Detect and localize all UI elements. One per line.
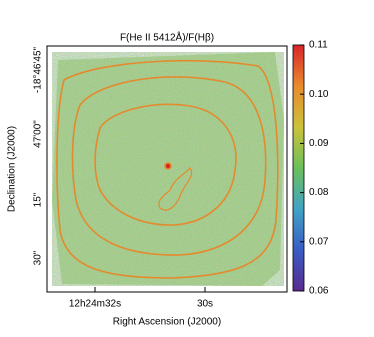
y-tick-label: -18°46'45" xyxy=(33,46,44,93)
colorbar-tick-label: 0.06 xyxy=(309,286,329,297)
colorbar-ramp xyxy=(292,44,305,292)
y-ticks: -18°46'45" 47'00" 15" 30" xyxy=(33,46,44,265)
colorbar-tick-label: 0.11 xyxy=(309,40,328,51)
x-ticks: 12h24m32s 30s xyxy=(69,287,213,310)
x-axis-label: Right Ascension (J2000) xyxy=(113,317,221,328)
colorbar-tick-label: 0.08 xyxy=(309,187,329,198)
chart-title: F(He II 5412Å)/F(Hβ) xyxy=(120,31,214,44)
y-tick-label: 47'00" xyxy=(33,120,44,148)
y-axis-label: Declination (J2000) xyxy=(7,126,18,212)
map xyxy=(46,45,288,293)
colorbar-tick-label: 0.09 xyxy=(309,138,329,149)
colorbar-tick-label: 0.07 xyxy=(309,236,329,247)
x-tick-label: 12h24m32s xyxy=(69,299,121,310)
y-tick-label: 15" xyxy=(33,192,44,207)
contours xyxy=(56,59,279,279)
x-tick-label: 30s xyxy=(197,299,213,310)
y-tick-label: 30" xyxy=(33,250,44,265)
colorbar-tick-label: 0.10 xyxy=(309,89,329,100)
axes-box xyxy=(46,45,288,293)
colorbar: 0.06 0.07 0.08 0.09 0.10 0.11 xyxy=(292,40,329,297)
